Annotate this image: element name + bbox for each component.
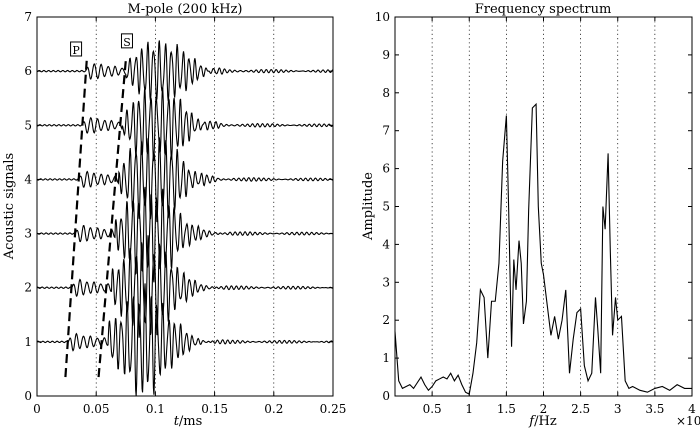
x-tick-label: 0.5 xyxy=(423,402,442,416)
waveform-trace-5 xyxy=(36,87,334,162)
y-tick-label: 6 xyxy=(382,162,390,176)
arrival-labels: PS xyxy=(70,33,133,57)
y-tick-label: 7 xyxy=(382,124,390,138)
y-tick-label: 2 xyxy=(382,313,390,327)
y-tick-label: 9 xyxy=(382,48,390,62)
spectrum-x-axis-unit: /Hz xyxy=(534,414,557,429)
waveform-y-axis-label: Acoustic signals xyxy=(2,153,17,260)
y-tick-label: 3 xyxy=(382,275,390,289)
waveform-trace-1 xyxy=(36,283,334,397)
waveform-traces xyxy=(36,40,334,397)
x-tick-label: 0.05 xyxy=(83,402,110,416)
x-tick-label: 4 xyxy=(688,402,696,416)
spectrum-ticks: 0.5 1 1.5 2 2.5 3 3.5 4 0 1 2 3 4 5 6 7 8 9 10 xyxy=(375,10,696,416)
y-tick-label: 8 xyxy=(382,86,390,100)
x-tick-label: 0.2 xyxy=(264,402,283,416)
y-tick-label: 5 xyxy=(382,200,390,214)
y-tick-label: 0 xyxy=(24,389,32,403)
arrival-line-p xyxy=(64,60,88,378)
x-tick-label: 1 xyxy=(465,402,473,416)
y-tick-label: 2 xyxy=(24,281,32,295)
y-tick-label: 7 xyxy=(24,10,32,24)
waveform-trace-4 xyxy=(36,137,334,223)
y-tick-label: 5 xyxy=(24,118,32,132)
waveform-x-axis-symbol: t xyxy=(174,414,180,429)
spectrum-y-axis-label: Amplitude xyxy=(361,172,376,241)
arrival-label-box xyxy=(120,33,133,49)
spectrum-panel: 0.5 1 1.5 2 2.5 3 3.5 4 0 1 2 3 4 5 6 7 8 9 10 Frequency s… xyxy=(361,2,700,429)
y-tick-label: 1 xyxy=(24,335,32,349)
waveform-ticks: 0 0.05 0.1 0.15 0.2 0.25 0 1 2 3 4 5 6 7 xyxy=(24,10,346,416)
spectrum-x-axis-symbol: f xyxy=(528,414,536,429)
y-tick-label: 4 xyxy=(382,237,390,251)
y-tick-label: 10 xyxy=(375,10,390,24)
x-tick-label: 0.25 xyxy=(320,402,347,416)
waveform-title: M-pole (200 kHz) xyxy=(128,2,243,17)
waveform-trace-2 xyxy=(36,235,333,338)
spectrum-x-axis-label: f/Hz xyxy=(528,414,557,429)
x-tick-label: 2.5 xyxy=(571,402,590,416)
x-tick-label: 2 xyxy=(540,402,548,416)
waveform-trace-3 xyxy=(36,186,333,283)
spectrum-grid xyxy=(431,17,656,396)
x-tick-label: 0.1 xyxy=(146,402,165,416)
spectrum-title: Frequency spectrum xyxy=(475,2,612,17)
arrival-label-box xyxy=(70,41,83,57)
x-tick-label: 0 xyxy=(33,402,41,416)
x-tick-label: 0.15 xyxy=(201,402,228,416)
x-tick-label: 3.5 xyxy=(645,402,664,416)
y-tick-label: 4 xyxy=(24,172,32,186)
arrival-label-s: S xyxy=(123,36,131,49)
y-tick-label: 6 xyxy=(24,64,32,78)
y-tick-label: 1 xyxy=(382,351,390,365)
arrival-lines xyxy=(64,60,127,378)
spectrum-line xyxy=(394,102,692,395)
x-tick-label: 3 xyxy=(614,402,622,416)
arrival-line-s xyxy=(97,60,127,378)
waveform-x-axis-label: t/ms xyxy=(174,414,203,429)
spectrum-x-multiplier: ×10⁵ xyxy=(676,414,700,428)
x-tick-label: 1.5 xyxy=(497,402,516,416)
arrival-label-p: P xyxy=(72,44,80,57)
y-tick-label: 0 xyxy=(382,389,390,403)
waveform-x-axis-unit: /ms xyxy=(179,414,202,429)
spectrum-series xyxy=(394,102,692,395)
y-tick-label: 3 xyxy=(24,227,32,241)
